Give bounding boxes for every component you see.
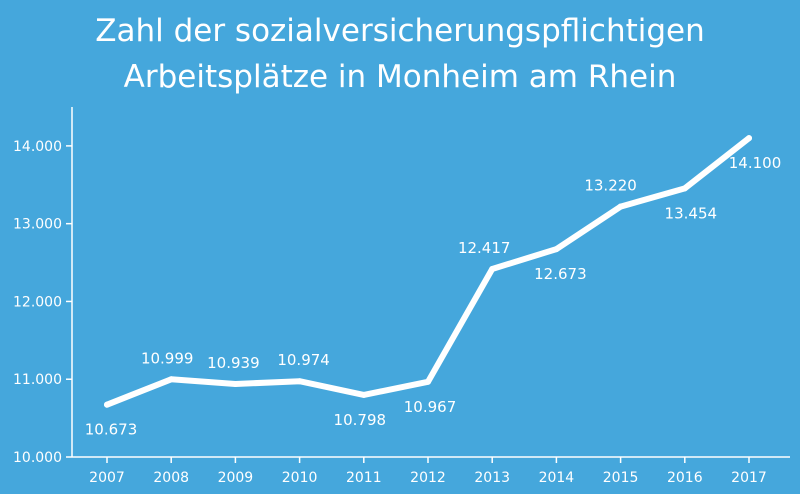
x-tick-label: 2017 <box>731 470 767 486</box>
x-tick-label: 2007 <box>89 470 125 486</box>
data-label: 10.673 <box>85 421 138 439</box>
data-label: 10.999 <box>141 349 194 367</box>
x-tick-label: 2009 <box>218 470 254 486</box>
data-point <box>296 378 303 385</box>
x-tick-label: 2012 <box>410 470 446 486</box>
data-label: 10.974 <box>277 351 330 369</box>
data-point <box>617 203 624 210</box>
x-tick-label: 2010 <box>282 470 318 486</box>
chart-series <box>104 135 752 408</box>
chart-title: Zahl der sozialversicherungspflichtigen … <box>0 8 800 100</box>
data-point <box>425 378 431 385</box>
data-point <box>360 391 367 398</box>
chart-title-line-1: Zahl der sozialversicherungspflichtigen <box>95 13 705 49</box>
y-tick-label: 11.000 <box>13 372 62 388</box>
data-label: 12.673 <box>534 265 587 283</box>
data-point <box>681 185 688 192</box>
data-label: 10.939 <box>207 354 260 372</box>
data-label: 14.100 <box>729 154 782 172</box>
x-tick-label: 2014 <box>539 470 575 486</box>
y-tick-label: 13.000 <box>13 217 62 233</box>
data-point <box>746 135 752 142</box>
data-point <box>553 246 560 253</box>
data-label: 10.967 <box>404 398 457 416</box>
x-tick-label: 2015 <box>603 470 639 486</box>
data-point <box>168 376 175 383</box>
chart-title-line-2: Arbeitsplätze in Monheim am Rhein <box>123 59 677 95</box>
data-point <box>489 266 496 273</box>
data-point <box>104 401 110 408</box>
chart-ticks: 10.000 11.000 12.000 13.000 14.000 2007 2008 20… <box>13 139 767 486</box>
chart-axes <box>71 107 790 458</box>
x-tick-label: 2011 <box>346 470 382 486</box>
x-tick-label: 2016 <box>667 470 703 486</box>
y-tick-label: 10.000 <box>13 450 62 466</box>
data-label: 12.417 <box>458 239 511 257</box>
x-tick-label: 2008 <box>153 470 189 486</box>
data-label: 13.454 <box>665 204 718 222</box>
data-label: 13.220 <box>584 177 637 195</box>
chart-data-labels: 10.673 10.999 10.939 10.974 10.798 10.967 12.4… <box>85 154 782 439</box>
y-tick-label: 12.000 <box>13 294 62 310</box>
x-tick-label: 2013 <box>474 470 510 486</box>
y-tick-label: 14.000 <box>13 139 62 155</box>
series-line <box>104 135 752 408</box>
data-label: 10.798 <box>334 411 387 429</box>
data-point <box>232 380 239 387</box>
